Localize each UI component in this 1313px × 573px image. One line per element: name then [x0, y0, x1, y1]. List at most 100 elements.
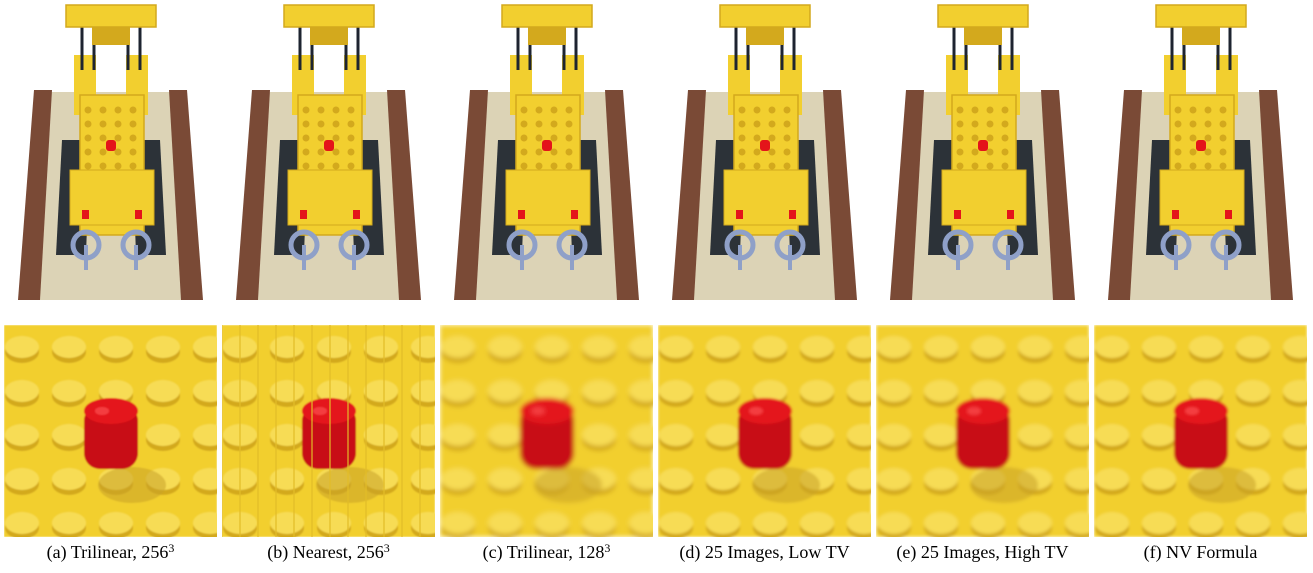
body-stud: [535, 148, 543, 156]
caption-letter: (b): [267, 542, 289, 562]
red-stud-shadow: [534, 467, 602, 503]
body-stud: [1189, 120, 1197, 128]
lego-stud: [582, 512, 616, 534]
lego-stud: [364, 512, 398, 534]
lego-stud: [582, 380, 616, 402]
zoomed-crop: [222, 325, 435, 537]
left-rail: [236, 90, 270, 300]
blade-mount: [92, 27, 130, 45]
body-stud: [1001, 106, 1009, 114]
panel-a: (a) Trilinear, 2563: [4, 0, 217, 573]
lego-stud: [1065, 380, 1089, 402]
body-stud: [332, 134, 340, 142]
lego-stud: [52, 380, 86, 402]
panel-c: (c) Trilinear, 1283: [440, 0, 653, 573]
zoomed-crop: [440, 325, 653, 537]
red-highlight: [749, 407, 763, 415]
body-stud: [347, 106, 355, 114]
lego-stud: [1095, 336, 1129, 358]
lego-stud: [1142, 380, 1176, 402]
lego-stud: [1189, 380, 1223, 402]
lego-stud: [317, 512, 351, 534]
tail-light-right: [571, 210, 578, 219]
caption-superscript: 3: [604, 541, 611, 555]
lego-stud: [146, 424, 180, 446]
lego-stud: [52, 468, 86, 490]
body-stud: [550, 120, 558, 128]
left-rail: [1108, 90, 1142, 300]
body-stud: [1174, 120, 1182, 128]
panel-caption: (f) NV Formula: [1094, 541, 1307, 563]
body-stud: [738, 148, 746, 156]
caption-label: 25 Images, Low TV: [704, 542, 850, 562]
red-cylinder-top: [738, 398, 792, 424]
lego-stud: [99, 380, 133, 402]
lego-stud: [1065, 512, 1089, 534]
tail-light-left: [300, 210, 307, 219]
body-stud: [317, 106, 325, 114]
body-stud: [332, 106, 340, 114]
lego-stud: [411, 424, 435, 446]
body-stud: [753, 134, 761, 142]
lego-stud: [1236, 336, 1270, 358]
body-stud: [956, 148, 964, 156]
body-stud: [99, 134, 107, 142]
body-stud: [347, 134, 355, 142]
red-stud: [106, 140, 116, 151]
bulldozer-render: [876, 0, 1089, 305]
lego-stud: [800, 424, 834, 446]
body-stud: [99, 106, 107, 114]
lego-stud: [659, 424, 693, 446]
lego-stud: [1065, 336, 1089, 358]
red-stud: [324, 140, 334, 151]
lego-stud: [582, 424, 616, 446]
right-rail: [169, 90, 203, 300]
caption-superscript: 3: [168, 541, 175, 555]
lego-stud: [706, 468, 740, 490]
body-stud: [129, 148, 137, 156]
body-stud: [129, 134, 137, 142]
body-stud: [1219, 106, 1227, 114]
lego-stud: [411, 336, 435, 358]
lego-stud: [52, 424, 86, 446]
body-stud: [753, 162, 761, 170]
body-stud: [565, 106, 573, 114]
left-rail: [672, 90, 706, 300]
caption-label: 25 Images, High TV: [920, 542, 1069, 562]
lego-stud: [800, 380, 834, 402]
body-stud: [565, 120, 573, 128]
body-stud: [1189, 162, 1197, 170]
blade-mount: [528, 27, 566, 45]
body-stud: [99, 120, 107, 128]
body-stud: [114, 134, 122, 142]
lego-stud: [847, 512, 871, 534]
body-stud: [783, 120, 791, 128]
bulldozer-render: [1094, 0, 1307, 305]
lego-stud: [488, 512, 522, 534]
lego-stud: [270, 468, 304, 490]
body-stud: [1219, 162, 1227, 170]
left-rail: [890, 90, 924, 300]
red-stud: [760, 140, 770, 151]
body-stud: [768, 148, 776, 156]
lego-stud: [659, 336, 693, 358]
caption-letter: (d): [679, 542, 701, 562]
body-stud: [84, 134, 92, 142]
body-stud: [1189, 148, 1197, 156]
panel-b: (b) Nearest, 2563: [222, 0, 435, 573]
lego-stud: [411, 512, 435, 534]
lego-stud: [1065, 468, 1089, 490]
body-stud: [565, 162, 573, 170]
lego-stud: [753, 336, 787, 358]
lego-stud: [364, 424, 398, 446]
lego-stud: [364, 380, 398, 402]
body-stud: [971, 162, 979, 170]
lego-stud: [411, 468, 435, 490]
body-stud: [971, 106, 979, 114]
body-stud: [1174, 134, 1182, 142]
body-stud: [535, 162, 543, 170]
panel-caption: (a) Trilinear, 2563: [4, 541, 217, 563]
zoomed-crop: [658, 325, 871, 537]
blade: [65, 4, 157, 28]
body-stud: [956, 134, 964, 142]
